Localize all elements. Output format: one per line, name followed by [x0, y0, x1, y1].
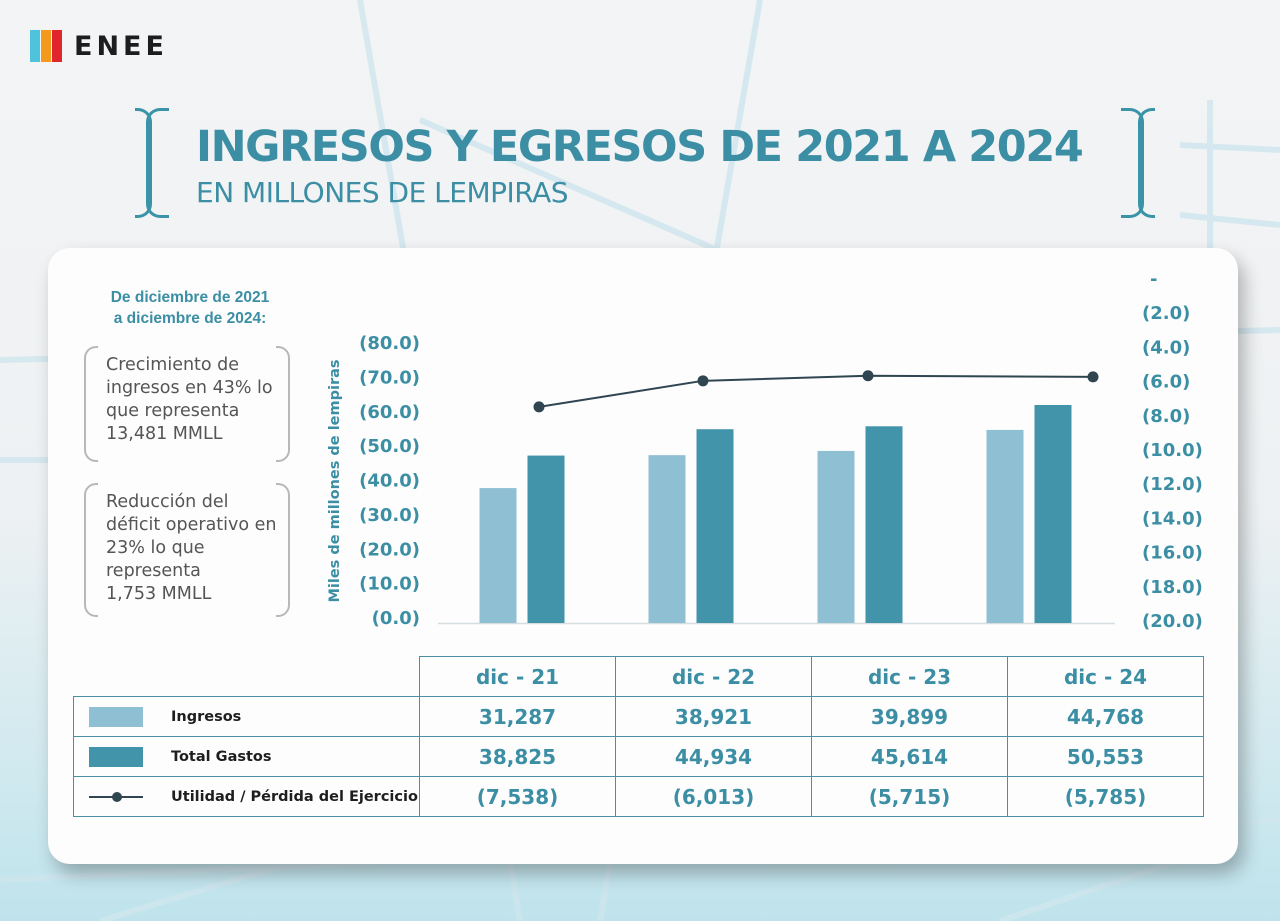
table-row-ingresos: Ingresos 31,287 38,921 39,899 44,768	[73, 696, 1204, 737]
right-axis-tick-label: (2.0)	[1142, 303, 1190, 324]
table-cell: (6,013)	[615, 776, 812, 817]
left-axis-tick-label: (20.0)	[359, 539, 420, 560]
table-cell: 31,287	[419, 696, 616, 737]
bar-ingresos	[479, 488, 517, 623]
callout-line: representa	[106, 561, 201, 581]
enee-logo: ENEE	[30, 30, 168, 62]
table-cell: 38,825	[419, 736, 616, 777]
data-table: dic - 21 dic - 22 dic - 23 dic - 24 Ingr…	[73, 656, 1204, 817]
callout-line: 1,753 MMLL	[106, 584, 212, 604]
left-axis-tick-label: (0.0)	[372, 608, 420, 629]
table-row-total-gastos: Total Gastos 38,825 44,934 45,614 50,553	[73, 736, 1204, 777]
title-block: INGRESOS Y EGRESOS DE 2021 A 2024 EN MIL…	[135, 108, 1155, 218]
bar-total-gastos	[696, 429, 734, 623]
legend-label: Utilidad / Pérdida del Ejercicio	[171, 788, 418, 805]
bar-total-gastos	[865, 426, 903, 623]
summary-heading-line2: a diciembre de 2024:	[113, 310, 267, 327]
left-axis-tick-label: (50.0)	[359, 436, 420, 457]
table-cell: 45,614	[811, 736, 1008, 777]
bar-ingresos	[817, 450, 855, 623]
callout-line: déficit operativo en	[106, 515, 277, 535]
bar-ingresos	[648, 455, 686, 623]
column-header: dic - 24	[1007, 656, 1204, 697]
table-corner	[73, 656, 420, 697]
row-label: Total Gastos	[73, 736, 420, 777]
right-axis-tick-label: (6.0)	[1142, 372, 1190, 393]
legend-label: Total Gastos	[171, 748, 272, 765]
column-header: dic - 23	[811, 656, 1008, 697]
table-cell: (5,785)	[1007, 776, 1204, 817]
callout-line: 23% lo que	[106, 538, 205, 558]
left-bracket-decoration	[135, 108, 169, 218]
left-axis-tick-label: (80.0)	[359, 333, 420, 354]
logo-bar-red	[52, 30, 62, 62]
column-header: dic - 22	[615, 656, 812, 697]
logo-bar-orange	[41, 30, 51, 62]
right-axis-tick-label: -	[1150, 269, 1157, 290]
table-row-utilidad-perdida: Utilidad / Pérdida del Ejercicio (7,538)…	[73, 776, 1204, 817]
loss-line-point	[1087, 371, 1099, 383]
legend-swatch-total-gastos	[89, 746, 143, 767]
y-axis-label: Miles de millones de lempiras	[327, 359, 343, 602]
left-axis-tick-label: (10.0)	[359, 574, 420, 595]
callout-line: ingresos en 43% lo	[106, 378, 273, 398]
right-axis: - (2.0) (4.0) (6.0) (8.0) (10.0) (12.0) (14.0) (…	[1142, 269, 1203, 632]
summary-heading: De diciembre de 2021 a diciembre de 2024…	[70, 287, 310, 329]
row-label: Ingresos	[73, 696, 420, 737]
column-header: dic - 21	[419, 656, 616, 697]
logo-bar-blue	[30, 30, 40, 62]
loss-line-point	[697, 375, 709, 387]
right-axis-tick-label: (10.0)	[1142, 440, 1203, 461]
table-cell: (5,715)	[811, 776, 1008, 817]
page-title: INGRESOS Y EGRESOS DE 2021 A 2024	[196, 122, 1084, 172]
table-cell: 39,899	[811, 696, 1008, 737]
legend-line-marker-icon	[89, 787, 143, 807]
callout-line: Reducción del	[106, 492, 229, 512]
legend-label: Ingresos	[171, 708, 242, 725]
table-header-row: dic - 21 dic - 22 dic - 23 dic - 24	[73, 656, 1204, 697]
bar-total-gastos	[1034, 404, 1072, 623]
callout-line: que representa	[106, 401, 240, 421]
right-axis-tick-label: (12.0)	[1142, 474, 1203, 495]
row-label: Utilidad / Pérdida del Ejercicio	[73, 776, 420, 817]
brand-name: ENEE	[74, 30, 168, 62]
loss-line-point	[533, 401, 545, 413]
table-cell: 44,934	[615, 736, 812, 777]
callout-line: Crecimiento de	[106, 355, 240, 375]
loss-line-point	[862, 370, 874, 382]
callout-line: 13,481 MMLL	[106, 424, 223, 444]
income-growth-callout: Crecimiento de ingresos en 43% lo que re…	[84, 346, 290, 462]
loss-line	[538, 374, 1094, 408]
right-axis-tick-label: (18.0)	[1142, 577, 1203, 598]
right-axis-tick-label: (14.0)	[1142, 508, 1203, 529]
table-cell: 44,768	[1007, 696, 1204, 737]
enee-logo-icon	[30, 30, 62, 62]
page-subtitle: EN MILLONES DE LEMPIRAS	[196, 176, 569, 209]
table-cell: 50,553	[1007, 736, 1204, 777]
deficit-reduction-callout: Reducción del déficit operativo en 23% l…	[84, 483, 290, 617]
loss-line-series	[533, 370, 1099, 413]
right-axis-tick-label: (4.0)	[1142, 337, 1190, 358]
left-axis-tick-label: (30.0)	[359, 505, 420, 526]
table-cell: 38,921	[615, 696, 812, 737]
bar-ingresos	[986, 429, 1024, 623]
left-axis-tick-label: (70.0)	[359, 367, 420, 388]
right-bracket-decoration	[1121, 108, 1155, 218]
bar-total-gastos	[527, 455, 565, 623]
left-axis-tick-label: (40.0)	[359, 471, 420, 492]
summary-heading-line1: De diciembre de 2021	[110, 289, 270, 306]
left-axis-tick-label: (60.0)	[359, 402, 420, 423]
right-axis-tick-label: (20.0)	[1142, 611, 1203, 632]
left-axis: (0.0) (10.0) (20.0) (30.0) (40.0) (50.0) (60.0…	[359, 333, 420, 629]
legend-swatch-ingresos	[89, 706, 143, 727]
right-axis-tick-label: (16.0)	[1142, 543, 1203, 564]
right-axis-tick-label: (8.0)	[1142, 406, 1190, 427]
table-cell: (7,538)	[419, 776, 616, 817]
bars	[479, 404, 1072, 623]
